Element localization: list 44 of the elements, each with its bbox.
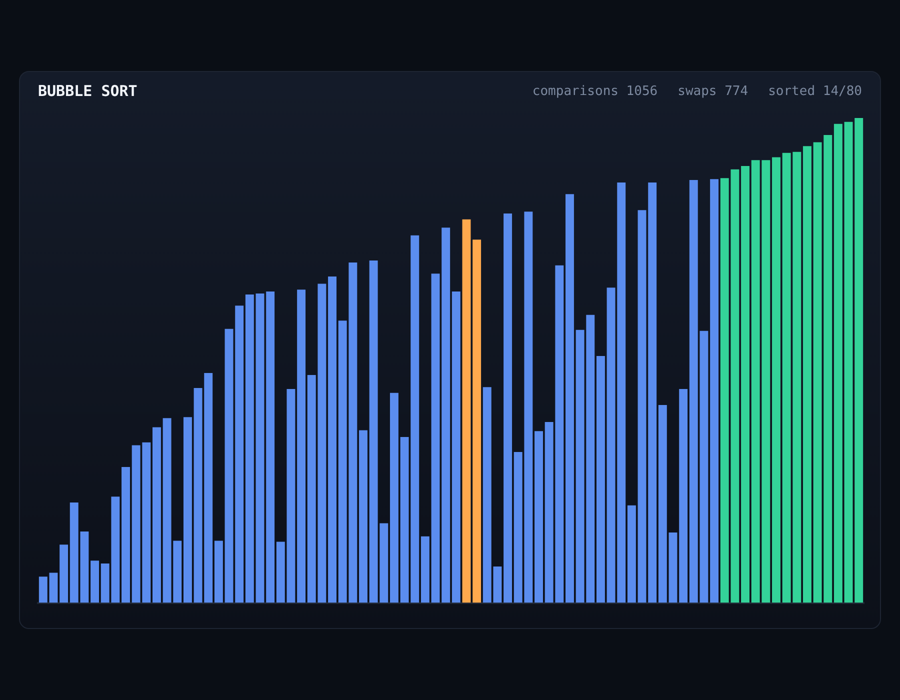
text: comparisons 1056 — [532, 84, 658, 99]
bar — [658, 405, 667, 603]
bar — [648, 182, 657, 603]
bar — [245, 294, 254, 603]
bar — [741, 166, 750, 603]
bar — [328, 276, 336, 603]
bar — [390, 392, 398, 603]
bar — [596, 356, 605, 603]
bar — [844, 122, 853, 603]
bar — [442, 228, 450, 603]
bar — [256, 294, 264, 603]
bar — [60, 544, 68, 603]
bar — [122, 467, 130, 603]
text: sorted 14/80 — [768, 84, 862, 99]
bar — [431, 274, 440, 603]
bar — [854, 118, 864, 603]
bar — [359, 430, 368, 603]
bar — [710, 179, 719, 603]
bar — [679, 389, 688, 603]
bar — [627, 505, 636, 603]
bar — [772, 157, 780, 603]
bar — [49, 572, 58, 603]
bar — [152, 427, 161, 603]
bar — [472, 240, 482, 603]
bar — [90, 560, 100, 603]
bar — [566, 194, 574, 603]
bar — [38, 576, 48, 603]
bar — [214, 540, 223, 603]
bar — [420, 536, 430, 603]
bar — [462, 219, 471, 603]
bar — [504, 214, 512, 603]
bar — [802, 146, 812, 603]
bar — [534, 431, 543, 603]
text: swaps 774 — [678, 84, 748, 99]
bar — [452, 292, 460, 603]
bar — [183, 417, 192, 603]
chart-title: BUBBLE SORT — [38, 82, 138, 100]
bar — [224, 328, 234, 603]
bar — [638, 210, 646, 603]
bar — [266, 292, 275, 603]
bar — [297, 290, 306, 603]
bar — [834, 124, 842, 603]
bar — [235, 306, 244, 603]
bar — [668, 532, 678, 603]
